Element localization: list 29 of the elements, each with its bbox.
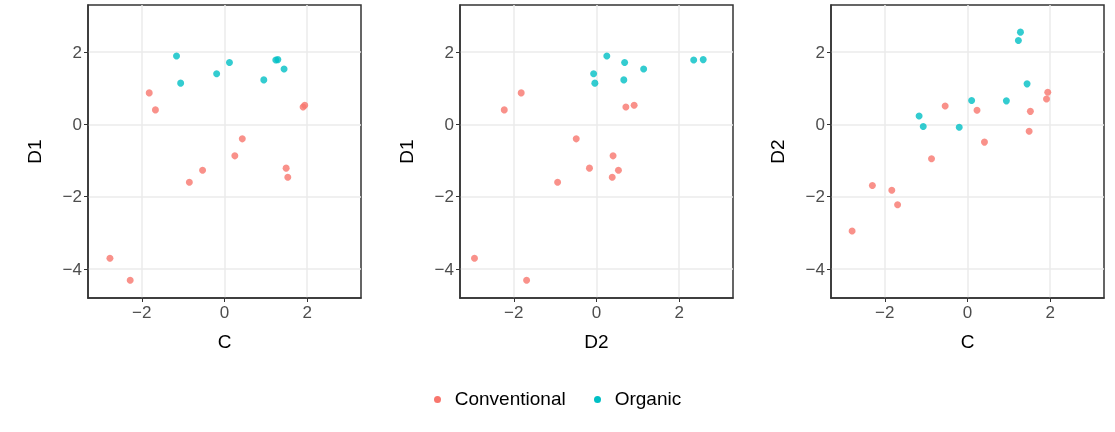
legend-label: Conventional [454, 388, 566, 410]
x-tick-label: 2 [1045, 303, 1056, 322]
x-tick-label: 2 [302, 303, 312, 322]
x-tick-label: 0 [963, 303, 973, 322]
y-axis-title: D2 [767, 139, 789, 164]
x-tick-label: 0 [219, 303, 230, 322]
y-axis-title: D1 [395, 139, 417, 164]
y-tick-label: −4 [62, 259, 82, 279]
x-axis-title: C [217, 331, 232, 352]
y-tick-label: 0 [815, 114, 826, 134]
y-tick-label: −2 [805, 187, 826, 207]
x-axis-title: C [960, 331, 975, 352]
y-axis-title: D1 [24, 139, 45, 164]
y-tick-label: −4 [434, 259, 454, 279]
y-tick-label: −2 [62, 187, 82, 207]
y-tick-label: 2 [444, 42, 454, 62]
y-tick-label: 0 [72, 114, 82, 134]
y-tick-label: −4 [805, 259, 826, 279]
x-tick-label: −2 [875, 303, 895, 322]
x-axis-title: D2 [584, 331, 609, 352]
x-tick-label: 2 [674, 303, 684, 322]
x-tick-label: −2 [503, 303, 524, 322]
y-tick-label: 2 [72, 42, 82, 62]
y-tick-label: 2 [815, 42, 826, 62]
y-tick-label: 0 [444, 114, 454, 134]
x-tick-label: −2 [132, 303, 152, 322]
legend-label: Organic [614, 388, 682, 410]
y-tick-label: −2 [434, 187, 454, 207]
x-tick-label: 0 [591, 303, 601, 322]
